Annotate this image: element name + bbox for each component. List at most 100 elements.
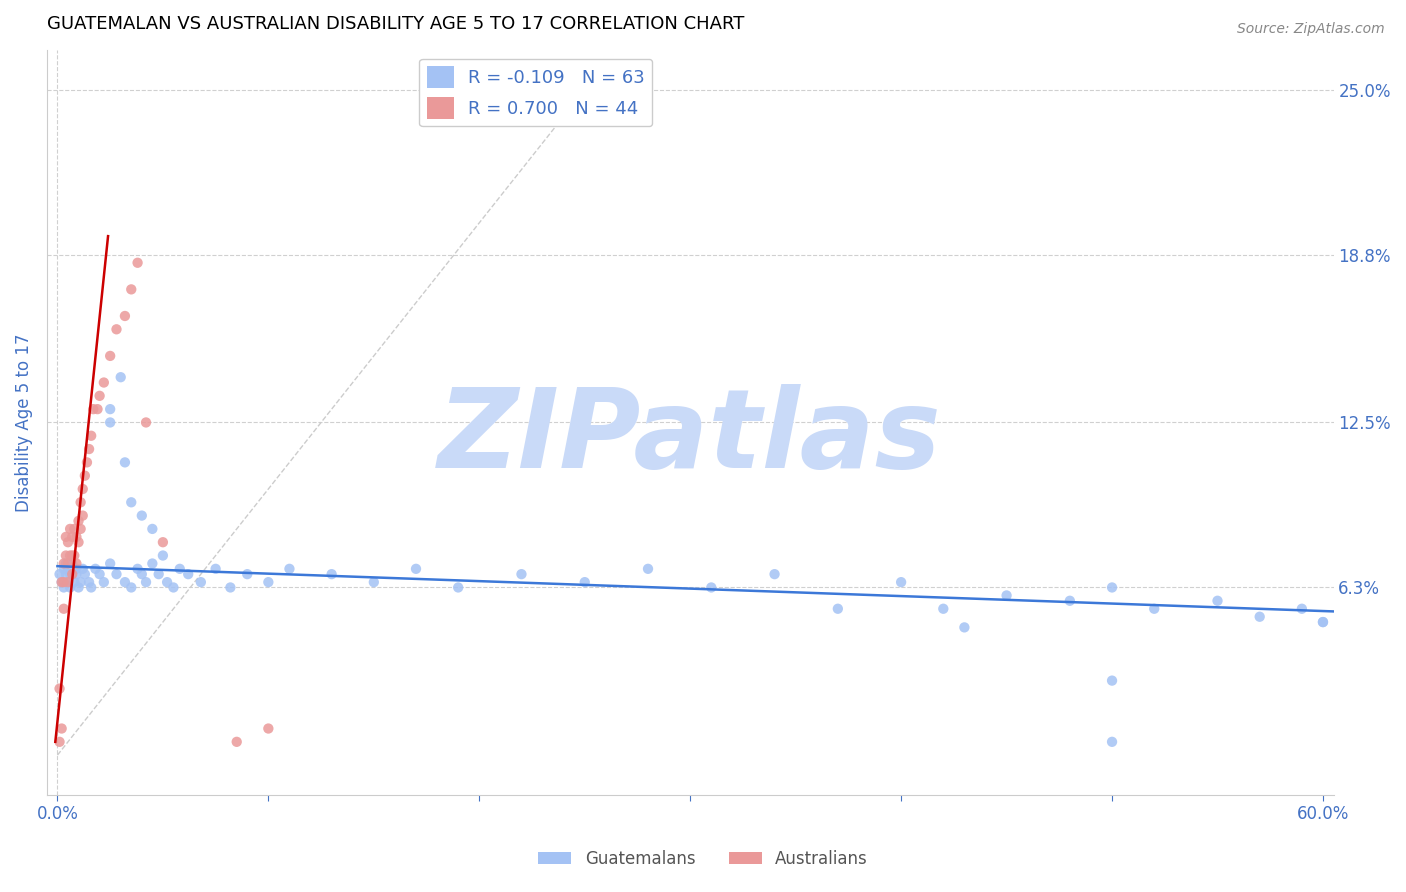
Point: [763, 567, 786, 582]
Point: [1291, 601, 1313, 615]
Point: [69, 575, 91, 590]
Point: [1059, 594, 1081, 608]
Point: [67, 514, 90, 528]
Point: [135, 416, 157, 430]
Point: [52, 562, 75, 576]
Text: Source: ZipAtlas.com: Source: ZipAtlas.com: [1237, 22, 1385, 37]
Point: [60, 567, 83, 582]
Point: [69, 495, 91, 509]
Point: [55, 530, 77, 544]
Point: [114, 575, 136, 590]
Point: [86, 402, 108, 417]
Point: [56, 562, 79, 576]
Point: [141, 557, 163, 571]
Point: [65, 567, 87, 582]
Point: [257, 575, 280, 590]
Point: [80, 581, 103, 595]
Point: [152, 549, 174, 563]
Point: [72, 508, 94, 523]
Point: [52, 581, 75, 595]
Point: [120, 495, 142, 509]
Point: [98, 402, 121, 417]
Point: [1312, 615, 1334, 629]
Point: [700, 581, 723, 595]
Point: [52, 601, 75, 615]
Point: [98, 557, 121, 571]
Legend: R = -0.109   N = 63, R = 0.700   N = 44: R = -0.109 N = 63, R = 0.700 N = 44: [419, 59, 652, 127]
Point: [48, 735, 70, 749]
Point: [995, 589, 1018, 603]
Point: [59, 581, 82, 595]
Point: [63, 522, 86, 536]
Point: [56, 535, 79, 549]
Point: [77, 442, 100, 456]
Point: [51, 575, 73, 590]
Point: [156, 575, 179, 590]
Point: [52, 575, 75, 590]
Point: [73, 567, 96, 582]
Point: [55, 557, 77, 571]
Point: [56, 557, 79, 571]
Point: [120, 581, 142, 595]
Point: [225, 735, 247, 749]
Point: [82, 402, 104, 417]
Point: [65, 562, 87, 576]
Point: [93, 575, 115, 590]
Point: [51, 722, 73, 736]
Point: [135, 575, 157, 590]
Point: [1143, 601, 1166, 615]
Point: [72, 482, 94, 496]
Point: [1206, 594, 1229, 608]
Point: [80, 429, 103, 443]
Point: [1312, 615, 1334, 629]
Point: [1101, 581, 1123, 595]
Point: [55, 549, 77, 563]
Point: [204, 562, 226, 576]
Point: [59, 522, 82, 536]
Point: [152, 535, 174, 549]
Point: [63, 549, 86, 563]
Point: [55, 567, 77, 582]
Point: [52, 557, 75, 571]
Point: [953, 620, 976, 634]
Point: [148, 567, 170, 582]
Point: [72, 562, 94, 576]
Legend: Guatemalans, Australians: Guatemalans, Australians: [531, 844, 875, 875]
Point: [105, 567, 128, 582]
Y-axis label: Disability Age 5 to 17: Disability Age 5 to 17: [15, 334, 32, 512]
Point: [59, 549, 82, 563]
Point: [257, 722, 280, 736]
Point: [405, 562, 427, 576]
Point: [65, 557, 87, 571]
Point: [1249, 609, 1271, 624]
Point: [131, 508, 153, 523]
Point: [637, 562, 659, 576]
Point: [1101, 735, 1123, 749]
Point: [278, 562, 301, 576]
Point: [162, 581, 184, 595]
Point: [98, 349, 121, 363]
Point: [60, 549, 83, 563]
Point: [141, 522, 163, 536]
Point: [93, 376, 115, 390]
Text: ZIPatlas: ZIPatlas: [439, 384, 942, 491]
Point: [65, 530, 87, 544]
Point: [48, 567, 70, 582]
Point: [56, 575, 79, 590]
Point: [77, 575, 100, 590]
Point: [219, 581, 242, 595]
Point: [59, 567, 82, 582]
Point: [60, 530, 83, 544]
Point: [67, 535, 90, 549]
Point: [69, 522, 91, 536]
Point: [363, 575, 385, 590]
Point: [574, 575, 596, 590]
Point: [63, 575, 86, 590]
Point: [131, 567, 153, 582]
Point: [932, 601, 955, 615]
Point: [120, 282, 142, 296]
Point: [1101, 673, 1123, 688]
Point: [51, 575, 73, 590]
Point: [114, 455, 136, 469]
Point: [177, 567, 200, 582]
